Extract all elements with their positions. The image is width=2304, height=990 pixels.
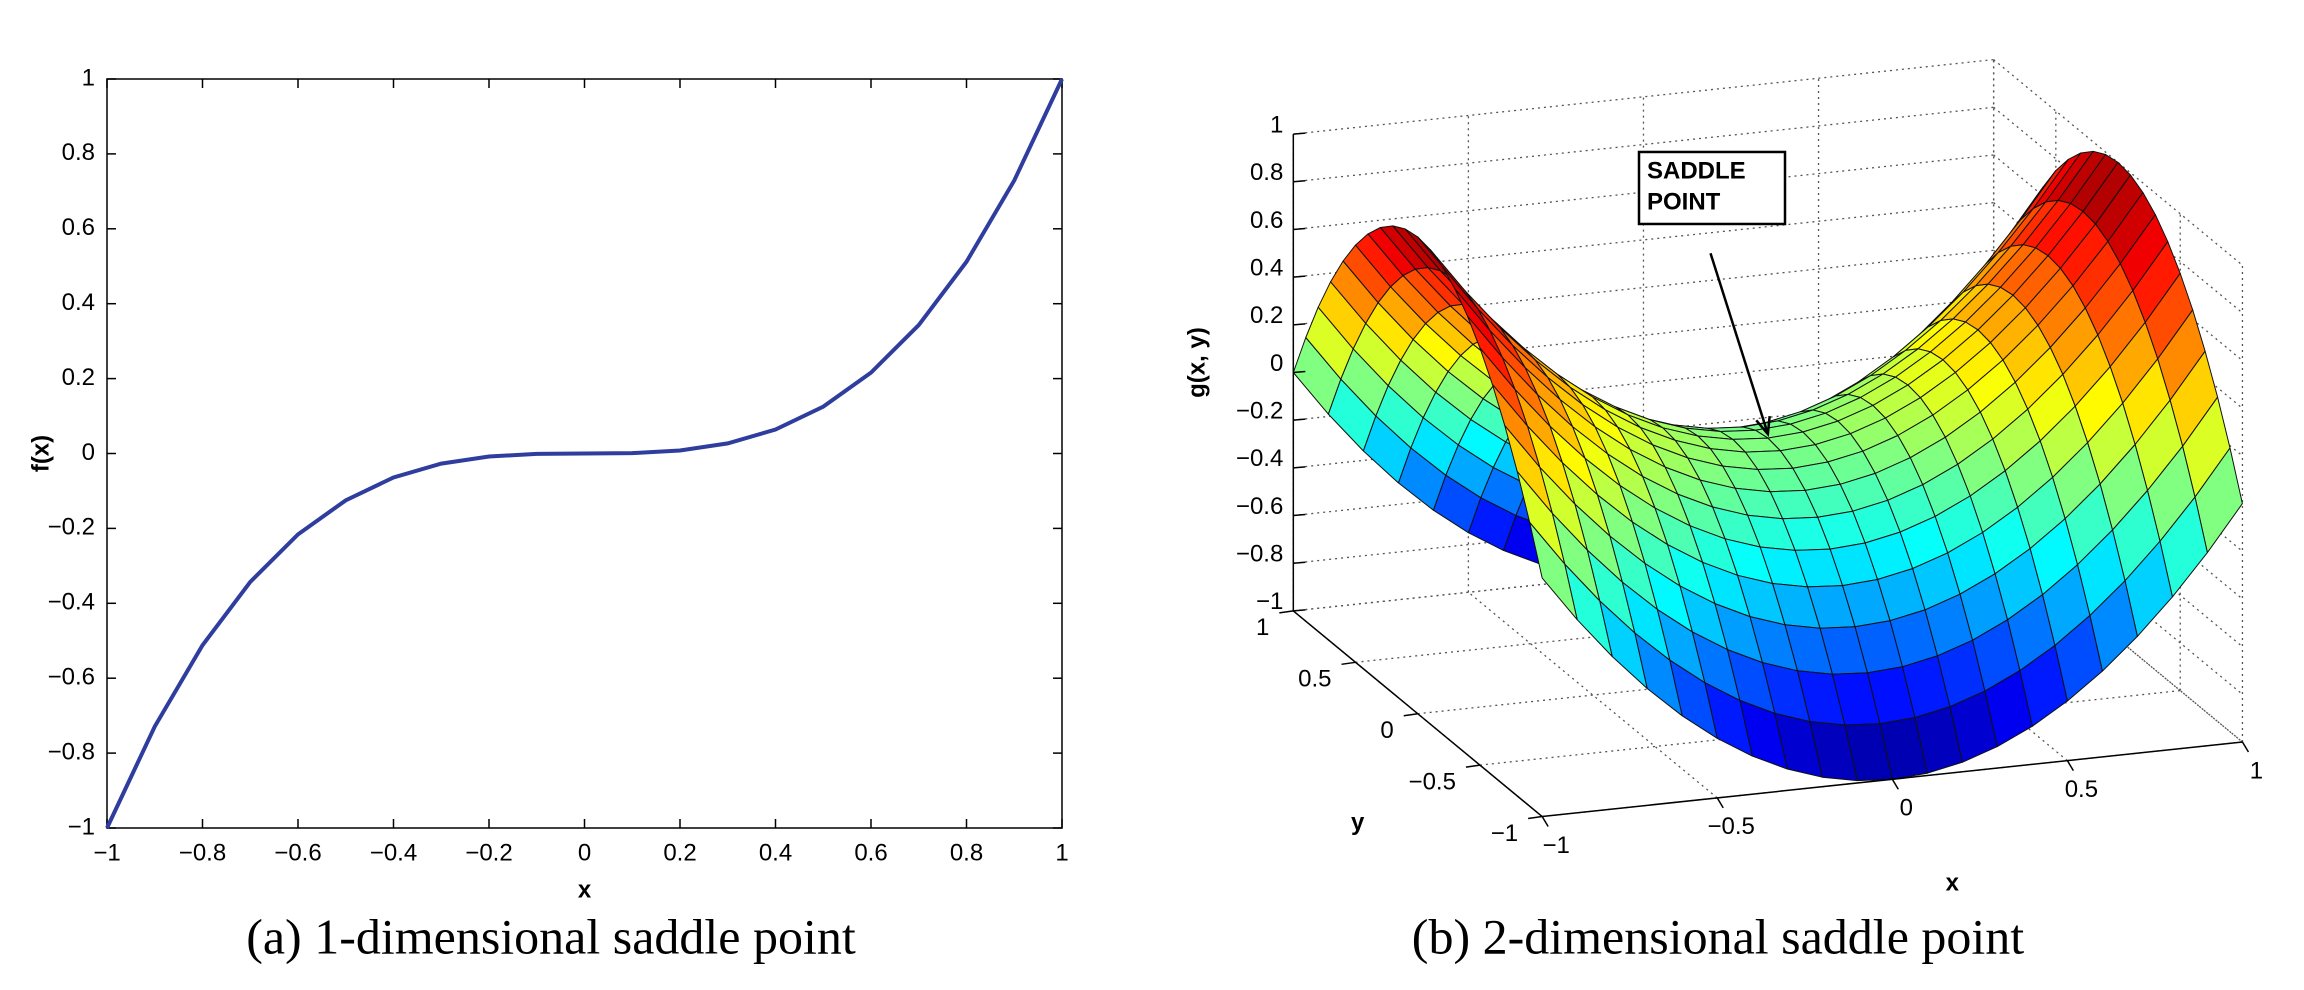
z-tick [1293,466,1306,469]
z-tick [1293,513,1306,517]
line-series [105,78,1064,829]
x-tick-label: −1 [1542,832,1569,859]
z-tick [1293,418,1306,421]
y-tick-label: 0.8 [62,139,95,166]
x-tick-label: 0.4 [759,839,792,866]
annotation-box [1637,150,1787,226]
annotation-text: SADDLE [1647,157,1746,184]
x-tick-label: −0.8 [179,839,226,866]
y-tick [1528,815,1543,820]
x-tick-label: 1 [2250,757,2263,784]
y-tick-label: −1 [1491,820,1518,847]
z-tick [1293,275,1306,278]
y-tick-label: 0.2 [62,364,95,391]
y-tick-label: −0.6 [48,664,95,691]
y-tick [1403,712,1418,717]
x-tick-label: −0.6 [274,839,321,866]
x-tick-label: −1 [93,839,120,866]
x-axis-label: x [578,876,592,903]
z-tick [1293,132,1306,135]
z-tick-label: 0.2 [1250,302,1283,329]
z-tick [1293,561,1306,564]
x-tick-label: −0.2 [465,839,512,866]
x-tick [1891,778,1899,790]
z-tick-label: 0.8 [1250,159,1283,186]
y-tick-label: 0 [82,439,95,466]
z-tick [1293,227,1306,231]
x-tick-label: 0.5 [2065,776,2098,803]
z-tick [1293,609,1306,612]
z-tick-label: 0.4 [1250,254,1283,281]
y-axis-label: y [1351,809,1365,836]
z-tick [1293,323,1306,326]
annotation-text: POINT [1647,188,1721,215]
y-tick-label: −0.5 [1409,768,1456,795]
y-tick-label: 0.5 [1298,666,1331,693]
z-tick-label: −0.6 [1236,493,1283,520]
x-tick-label: 0.8 [950,839,983,866]
x-tick-label: 0.2 [663,839,696,866]
y-tick-label: 0.4 [62,289,95,316]
caption: (b) 2-dimensional saddle point [1412,908,2024,964]
z-tick [1293,370,1306,374]
y-tick [1465,764,1481,768]
x-tick-label: −0.4 [370,839,417,866]
y-tick-label: −1 [68,813,95,840]
y-tick-label: 0 [1380,717,1393,744]
x-tick-label: 0.6 [854,839,887,866]
y-tick-label: −0.2 [48,514,95,541]
x-tick [1716,797,1724,809]
z-axis-label: g(x, y) [1184,327,1211,398]
x-axis-label: x [1946,870,1960,897]
z-tick-label: 0.6 [1250,207,1283,234]
z-tick-label: −1 [1256,588,1283,615]
y-tick [1341,661,1356,666]
caption: (a) 1-dimensional saddle point [246,908,856,964]
z-tick-label: −0.2 [1236,398,1283,425]
y-tick-label: 0.6 [62,214,95,241]
z-tick-label: −0.4 [1236,445,1283,472]
x-tick [1541,816,1549,827]
x-tick-label: 0 [578,839,591,866]
y-tick-label: −0.8 [48,738,95,765]
x-tick-label: 1 [1055,839,1068,866]
z-tick-label: 0 [1270,350,1283,377]
x-tick [2241,741,2250,753]
x-tick-label: 0 [1900,795,1913,822]
y-tick-label: 1 [82,64,95,91]
y-tick-label: −0.4 [48,589,95,616]
y-tick [1279,610,1294,614]
y-axis-label: f(x) [27,435,54,472]
surface-patch [1529,522,1578,621]
annotation-arrowhead [1755,416,1771,438]
x-tick-label: −0.5 [1708,813,1755,840]
annotation-arrow [1709,252,1770,435]
x-tick [2066,760,2075,772]
z-tick-label: −0.8 [1236,541,1283,568]
z-tick-label: 1 [1270,111,1283,138]
y-tick-label: 1 [1256,614,1269,641]
z-tick [1293,180,1306,183]
